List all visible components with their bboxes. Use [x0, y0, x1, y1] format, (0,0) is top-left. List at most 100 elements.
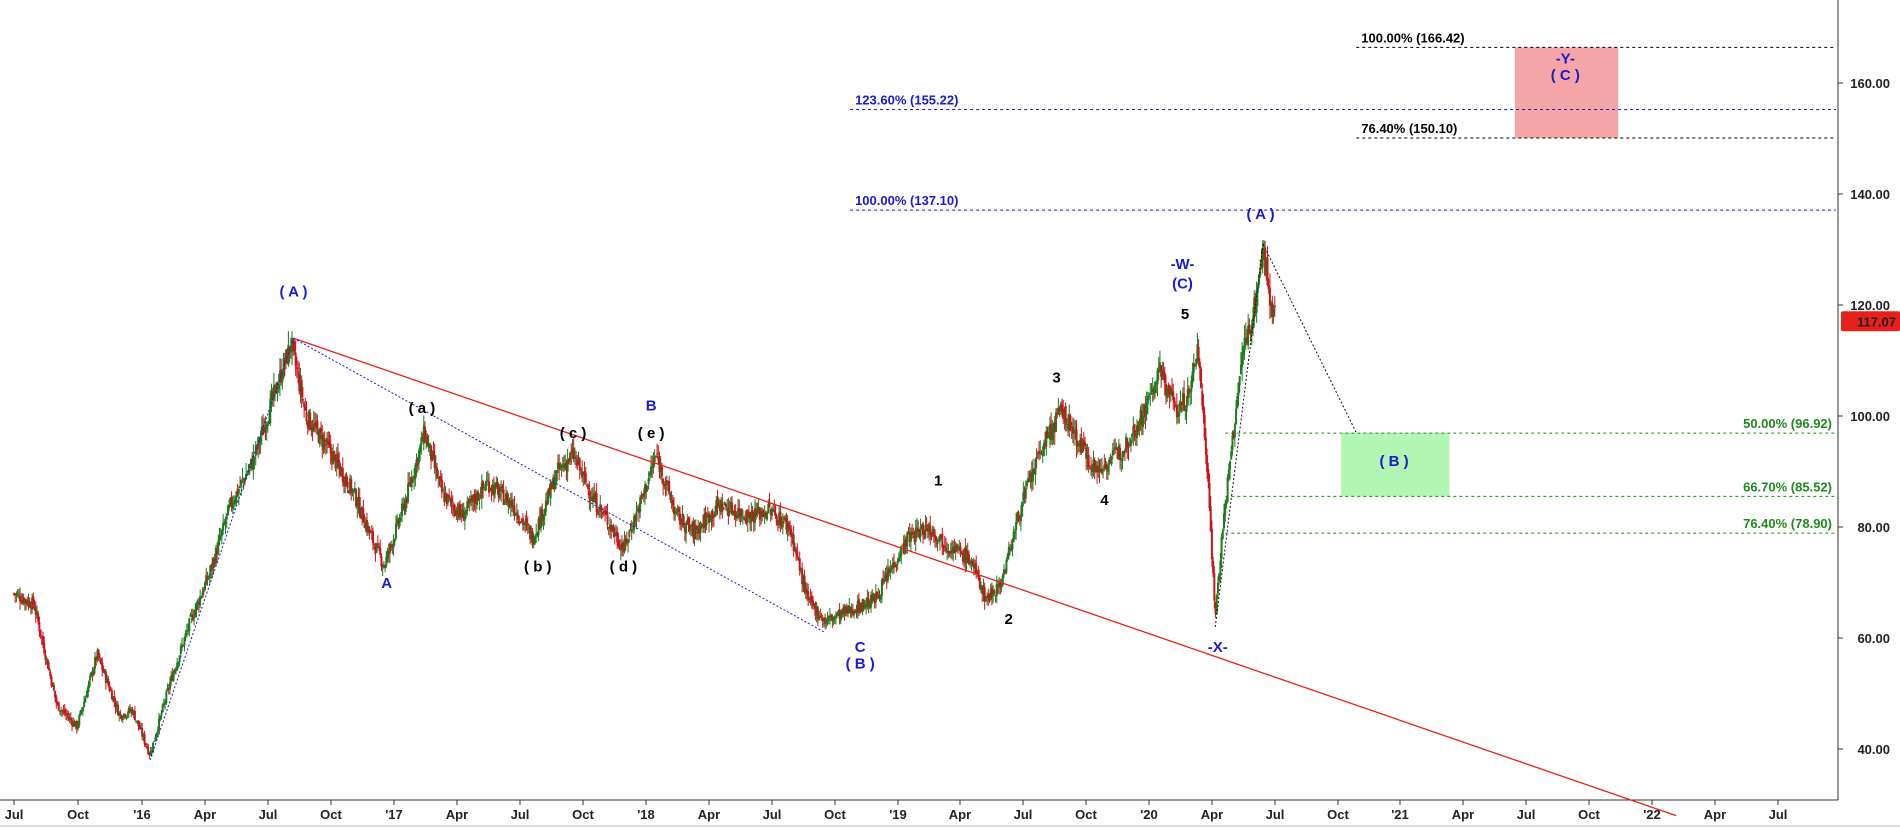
- price-candle-body: [1267, 285, 1270, 290]
- price-candle-body: [116, 704, 119, 716]
- price-candle-body: [550, 482, 553, 490]
- price-candle-body: [184, 632, 187, 637]
- price-candle-body: [272, 385, 275, 400]
- price-candle-body: [1090, 467, 1093, 470]
- price-candle-body: [878, 594, 881, 598]
- price-candle-body: [97, 649, 100, 659]
- price-candle-body: [966, 551, 969, 555]
- price-candle-body: [815, 606, 818, 616]
- price-candle-body: [874, 592, 877, 603]
- price-candle-body: [443, 491, 446, 502]
- price-candle-body: [263, 426, 266, 433]
- price-candle-body: [940, 534, 943, 536]
- price-candle-body: [318, 428, 321, 445]
- price-candle-body: [937, 540, 940, 542]
- price-candle-body: [508, 500, 511, 504]
- price-candle-body: [641, 494, 644, 496]
- fib-level-label: 66.70% (85.52): [1743, 479, 1832, 494]
- price-candle-body: [249, 458, 252, 465]
- price-candle-body: [1025, 481, 1028, 486]
- price-candle-body: [21, 599, 24, 603]
- price-candle-body: [414, 464, 417, 480]
- price-candle-body: [970, 561, 973, 564]
- price-candle-body: [1145, 402, 1148, 415]
- price-candle-body: [1041, 454, 1044, 456]
- price-candle-body: [1252, 317, 1255, 329]
- price-candle-body: [751, 510, 754, 516]
- price-candle-body: [1016, 512, 1019, 522]
- price-candle-body: [685, 523, 688, 534]
- price-candle-body: [420, 437, 423, 445]
- price-candle-body: [415, 459, 418, 468]
- price-candle-body: [1226, 477, 1229, 502]
- price-candle-body: [402, 503, 405, 505]
- price-candle-body: [527, 527, 530, 529]
- price-candle-body: [775, 515, 778, 524]
- price-candle-body: [630, 530, 633, 532]
- price-candle-body: [72, 721, 75, 727]
- price-candle-body: [1009, 548, 1012, 550]
- price-candle-body: [1110, 457, 1113, 465]
- price-candle-body: [654, 455, 657, 457]
- price-candle-body: [547, 489, 550, 503]
- price-candle-body: [108, 685, 111, 691]
- price-candle-body: [983, 587, 986, 602]
- price-candle-body: [133, 710, 136, 721]
- price-candle-body: [341, 467, 344, 482]
- price-candle-body: [598, 514, 601, 516]
- price-candle-body: [570, 452, 573, 454]
- price-candle-body: [1099, 469, 1102, 471]
- price-candle-body: [664, 484, 667, 486]
- price-candle-body: [812, 600, 815, 606]
- price-candle-body: [628, 530, 631, 537]
- price-candle-body: [160, 713, 163, 716]
- price-candle-body: [675, 511, 678, 514]
- price-candle-body: [38, 622, 41, 632]
- price-candle-body: [130, 709, 133, 712]
- price-candle-body: [843, 606, 846, 613]
- price-candle-body: [1045, 430, 1048, 447]
- price-candle-body: [110, 690, 113, 700]
- fib-level-label: 76.40% (150.10): [1361, 121, 1457, 136]
- price-candle-body: [324, 444, 327, 446]
- price-candle-body: [206, 576, 209, 581]
- price-candle-body: [1231, 435, 1234, 450]
- price-candle-body: [205, 575, 208, 585]
- price-candle-body: [567, 458, 570, 462]
- wave-label: 4: [1100, 492, 1109, 509]
- time-tick-label: Jul: [511, 807, 530, 822]
- price-candle-body: [502, 489, 505, 505]
- price-candle-body: [1103, 464, 1106, 469]
- fib-level-label: 123.60% (155.22): [855, 93, 958, 108]
- price-candle-body: [987, 594, 990, 599]
- price-candle-body: [448, 495, 451, 498]
- price-candle-body: [1150, 393, 1153, 395]
- price-candle-body: [842, 607, 845, 615]
- time-tick-label: Jul: [1769, 807, 1788, 822]
- price-candle-body: [329, 444, 332, 454]
- price-candle-body: [74, 721, 77, 727]
- price-candle-body: [922, 523, 925, 536]
- price-candle-body: [218, 535, 221, 542]
- wave-label: -Y-: [1556, 51, 1575, 68]
- price-candle-body: [1093, 460, 1096, 473]
- price-candle-body: [749, 514, 752, 524]
- time-tick-label: Apr: [949, 807, 971, 822]
- price-candle-body: [1191, 371, 1194, 383]
- price-candle-body: [259, 437, 262, 443]
- price-candle-body: [1000, 585, 1003, 588]
- price-candle-body: [277, 384, 280, 390]
- price-candle-body: [1249, 331, 1252, 334]
- price-candle-body: [1121, 452, 1124, 461]
- price-candle-body: [55, 696, 58, 703]
- price-candle-body: [416, 458, 419, 466]
- price-candle-body: [50, 676, 53, 686]
- price-candle-body: [715, 500, 718, 513]
- price-candle-body: [549, 482, 552, 499]
- price-candle-body: [515, 512, 518, 516]
- price-candle-body: [731, 502, 734, 515]
- price-candle-body: [382, 565, 385, 567]
- price-candle-body: [816, 607, 819, 619]
- price-candle-body: [1122, 451, 1125, 455]
- price-candle-body: [703, 514, 706, 528]
